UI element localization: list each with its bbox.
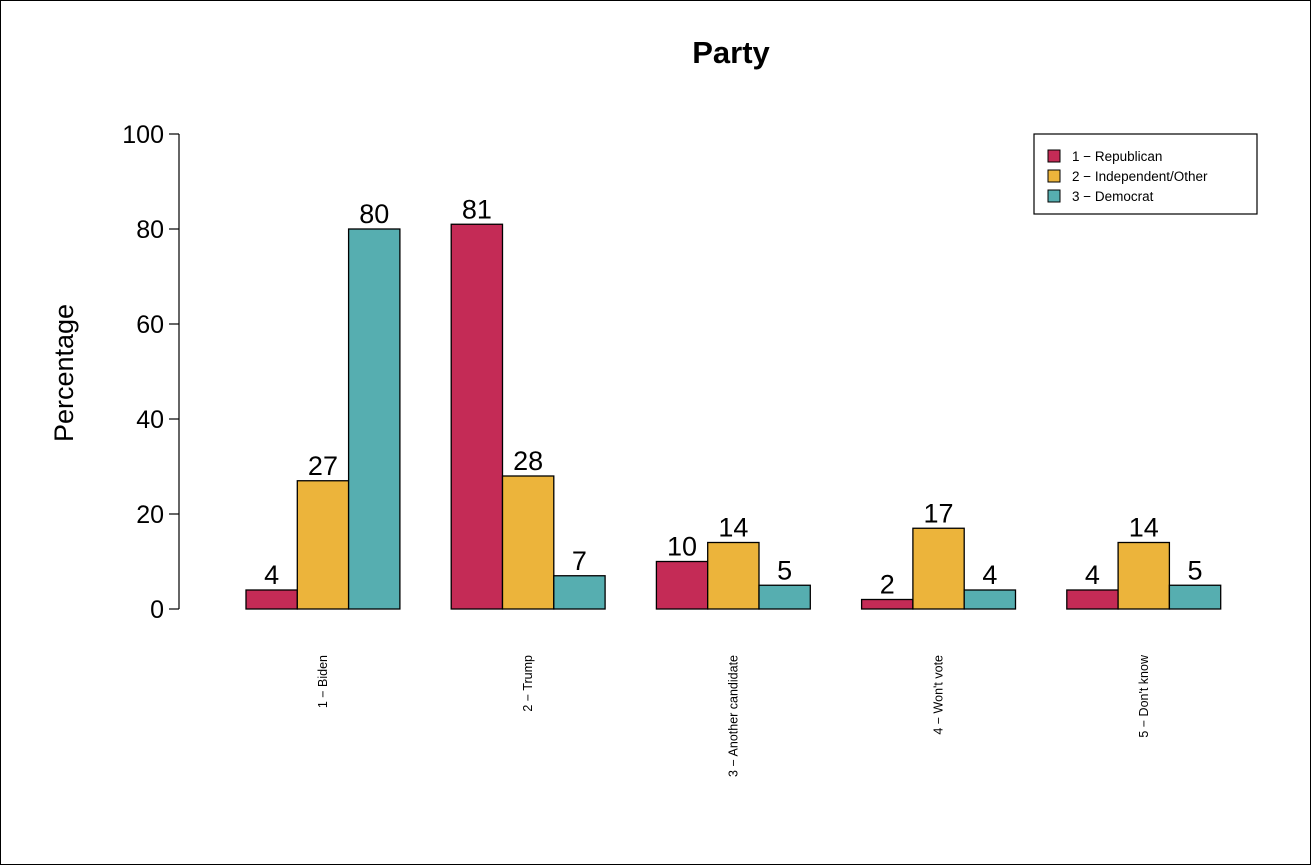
x-tick-label: 2 − Trump [521,655,535,712]
legend-swatch [1047,189,1061,203]
bar [1117,541,1171,610]
chart-title: Party [692,35,770,70]
value-labels-group: 4 27 80 81 28 7 10 14 5 2 17 4 4 14 5 [264,194,1202,599]
y-tick-label: 100 [122,121,164,149]
bars-group [245,223,1222,610]
bar-value-label: 27 [308,451,338,481]
bar-value-label: 10 [667,532,697,562]
bar-value-label: 2 [880,570,895,600]
bar-value-label: 17 [924,498,954,528]
y-axis-label: Percentage [49,304,79,442]
bar [245,589,298,610]
bar-value-label: 5 [1188,555,1203,585]
bar-value-label: 4 [1085,560,1100,590]
x-tick-label: 1 − Biden [316,655,330,708]
bar-value-label: 4 [982,560,997,590]
bar-value-label: 14 [1129,513,1159,543]
legend-box [1033,133,1258,215]
bar-value-label: 4 [264,560,279,590]
x-tick-label: 3 − Another candidate [726,655,740,777]
bar [758,584,811,610]
x-tick-label: 5 − Don't know [1137,654,1151,738]
bar [450,223,504,610]
bar [912,527,965,610]
bar-value-label: 5 [777,555,792,585]
bar [553,575,606,610]
bar-value-label: 14 [718,513,748,543]
legend: 1 − Republican 2 − Independent/Other 3 − D… [1033,133,1258,215]
bar [347,228,401,610]
bar-value-label: 81 [462,194,492,224]
y-tick-label: 40 [136,406,164,434]
legend-swatch [1047,149,1061,163]
legend-entry-label: 3 − Democrat [1072,189,1154,204]
bar [501,475,555,610]
bar [655,560,709,610]
bar [1066,589,1119,610]
bar [707,541,760,610]
legend-swatch [1047,169,1061,183]
bar [860,598,914,610]
y-axis: 0 20 40 60 80 100 [122,121,180,624]
y-tick-label: 20 [136,501,164,529]
bar-value-label: 28 [513,446,543,476]
bar [296,480,350,610]
bar-value-label: 7 [572,546,587,576]
bar [963,589,1017,610]
y-tick-label: 80 [136,216,164,244]
x-tick-labels-group: 1 − Biden 2 − Trump 3 − Another candidate 4… [316,654,1151,777]
x-tick-label: 4 − Won't vote [932,655,946,735]
legend-entry-label: 1 − Republican [1072,149,1162,164]
legend-entry-label: 2 − Independent/Other [1072,169,1208,184]
y-tick-label: 60 [136,311,164,339]
bar-value-label: 80 [359,199,389,229]
y-tick-label: 0 [150,596,164,624]
bar [1168,584,1222,610]
